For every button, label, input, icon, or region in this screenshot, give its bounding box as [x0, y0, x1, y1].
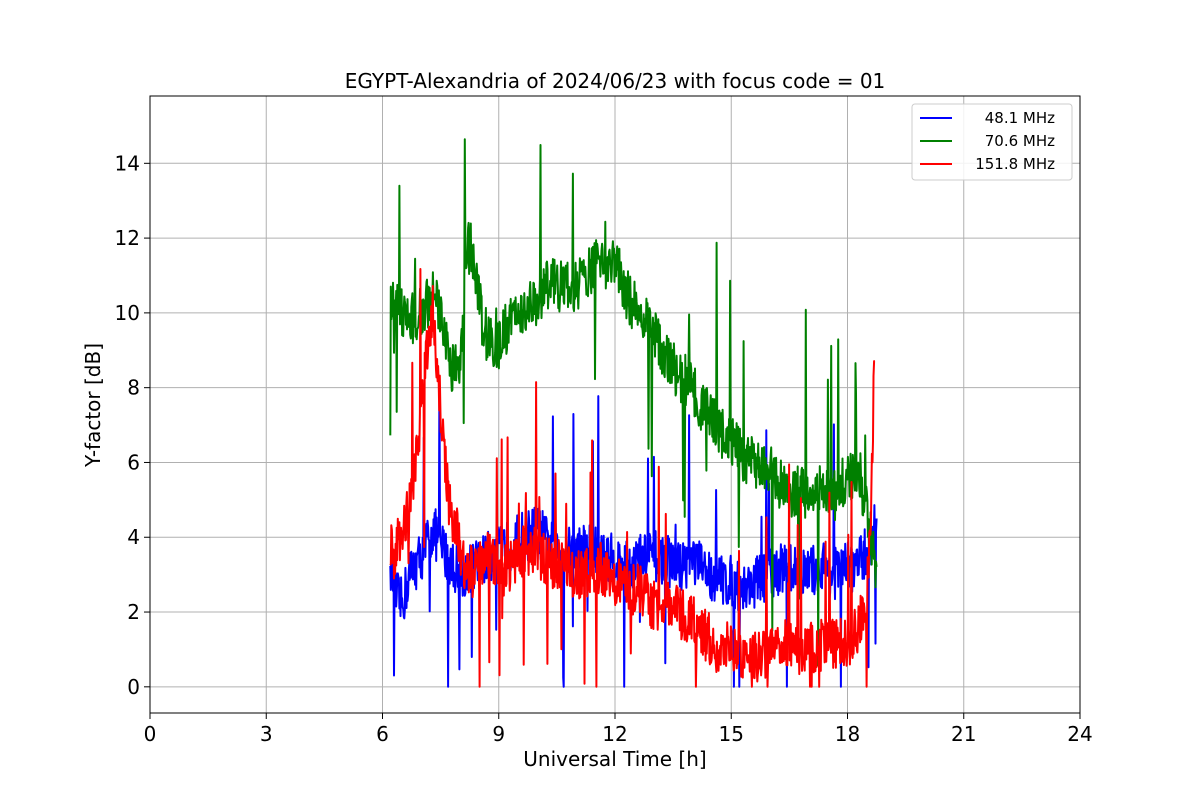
x-axis-label: Universal Time [h] — [523, 747, 706, 771]
x-tick-label: 6 — [376, 722, 389, 746]
series-line-2 — [389, 268, 876, 688]
chart-title: EGYPT-Alexandria of 2024/06/23 with focu… — [345, 69, 886, 93]
x-tick-label: 24 — [1067, 722, 1092, 746]
y-axis-ticks: 0 2 4 6 8 10 12 14 — [115, 151, 150, 699]
y-tick-label: 12 — [115, 226, 140, 250]
y-tick-label: 8 — [127, 376, 140, 400]
y-axis-label: Y-factor [dB] — [81, 343, 105, 468]
y-tick-label: 14 — [115, 151, 140, 175]
y-tick-label: 4 — [127, 525, 140, 549]
legend-box — [911, 103, 1073, 181]
x-tick-label: 3 — [260, 722, 273, 746]
plot-series — [389, 138, 878, 688]
legend-label-0: 48.1 MHz — [985, 109, 1055, 127]
x-tick-label: 21 — [951, 722, 976, 746]
y-tick-label: 6 — [127, 450, 140, 474]
grid-lines — [149, 96, 1081, 713]
y-tick-label: 2 — [127, 600, 140, 624]
x-tick-label: 18 — [835, 722, 860, 746]
x-tick-label: 9 — [492, 722, 505, 746]
x-tick-label: 12 — [602, 722, 627, 746]
series-line-1 — [389, 138, 878, 667]
y-tick-label: 0 — [127, 675, 140, 699]
legend-label-2: 151.8 MHz — [975, 155, 1055, 173]
series-line-0 — [389, 383, 878, 688]
legend-label-1: 70.6 MHz — [985, 132, 1055, 150]
legend: 48.1 MHz 70.6 MHz 151.8 MHz — [911, 103, 1073, 181]
x-axis-ticks: 0 3 6 9 12 15 18 21 24 — [144, 713, 1093, 746]
x-tick-label: 0 — [144, 722, 157, 746]
x-tick-label: 15 — [719, 722, 744, 746]
y-tick-label: 10 — [115, 301, 140, 325]
